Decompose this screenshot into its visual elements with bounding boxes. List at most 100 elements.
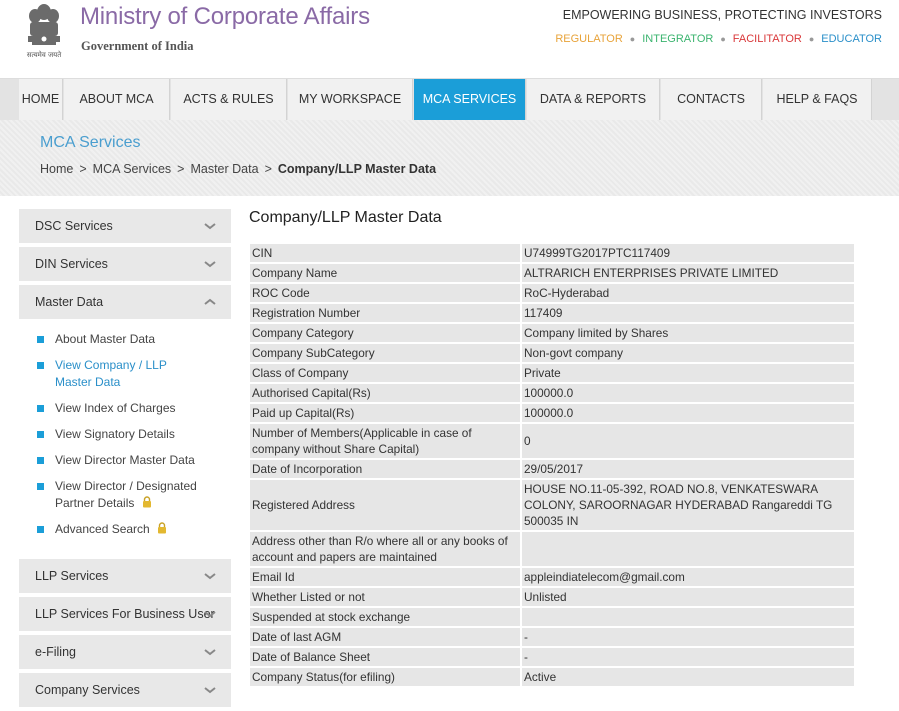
national-emblem-logo[interactable]: सत्यमेव जयते bbox=[22, 2, 66, 62]
breadcrumb-mca-services[interactable]: MCA Services bbox=[92, 162, 172, 176]
sidebar-item-dsc-services[interactable]: DSC Services bbox=[19, 209, 231, 243]
sidebar-item-llp-services-business[interactable]: LLP Services For Business User bbox=[19, 597, 231, 631]
field-value: ALTRARICH ENTERPRISES PRIVATE LIMITED bbox=[522, 264, 854, 282]
field-value: RoC-Hyderabad bbox=[522, 284, 854, 302]
site-header: सत्यमेव जयते Ministry of Corporate Affai… bbox=[0, 0, 899, 78]
field-label: Number of Members(Applicable in case of … bbox=[250, 424, 522, 458]
nav-acts-rules[interactable]: ACTS & RULES bbox=[171, 79, 287, 120]
field-label: ROC Code bbox=[250, 284, 522, 302]
table-row: ROC Code RoC-Hyderabad bbox=[250, 284, 854, 302]
field-label: Address other than R/o where all or any … bbox=[250, 532, 522, 566]
table-row: Address other than R/o where all or any … bbox=[250, 532, 854, 566]
field-label: Company Status(for efiling) bbox=[250, 668, 522, 686]
sidebar-item-label: LLP Services bbox=[35, 569, 109, 583]
field-label: Whether Listed or not bbox=[250, 588, 522, 606]
role-tags: REGULATOR ● INTEGRATOR ● FACILITATOR ● E… bbox=[555, 33, 882, 45]
submenu-item-view-director-master-data[interactable]: View Director Master Data bbox=[37, 452, 231, 469]
table-row: Company Category Company limited by Share… bbox=[250, 324, 854, 342]
role-integrator: INTEGRATOR bbox=[642, 33, 714, 45]
field-label: CIN bbox=[250, 244, 522, 262]
field-value: Company limited by Shares bbox=[522, 324, 854, 342]
sidebar-item-label: e-Filing bbox=[35, 645, 76, 659]
nav-help-faqs[interactable]: HELP & FAQS bbox=[763, 79, 872, 120]
table-row: Date of Balance Sheet - bbox=[250, 648, 854, 666]
chevron-down-icon bbox=[204, 261, 216, 268]
submenu-item-label: View Director Master Data bbox=[55, 453, 195, 467]
field-value: U74999TG2017PTC117409 bbox=[522, 244, 854, 262]
sidebar-item-label: LLP Services For Business User bbox=[35, 607, 215, 621]
field-value: Active bbox=[522, 668, 854, 686]
nav-my-workspace[interactable]: MY WORKSPACE bbox=[288, 79, 413, 120]
submenu-item-advanced-search[interactable]: Advanced Search bbox=[37, 521, 231, 538]
breadcrumb-separator: > bbox=[79, 162, 87, 176]
field-value: appleindiatelecom@gmail.com bbox=[522, 568, 854, 586]
breadcrumb-home[interactable]: Home bbox=[40, 162, 74, 176]
sidebar-item-din-services[interactable]: DIN Services bbox=[19, 247, 231, 281]
page-banner: MCA Services Home > MCA Services > Maste… bbox=[0, 120, 899, 196]
submenu-item-label: Advanced Search bbox=[55, 522, 150, 536]
submenu-item-view-company-master-data[interactable]: View Company / LLP Master Data bbox=[37, 357, 231, 391]
tagline: EMPOWERING BUSINESS, PROTECTING INVESTOR… bbox=[562, 8, 882, 22]
nav-about-mca[interactable]: ABOUT MCA bbox=[64, 79, 170, 120]
breadcrumb: Home > MCA Services > Master Data > Comp… bbox=[40, 162, 436, 176]
field-value: - bbox=[522, 648, 854, 666]
table-row: CIN U74999TG2017PTC117409 bbox=[250, 244, 854, 262]
table-row: Suspended at stock exchange bbox=[250, 608, 854, 626]
bullet-separator: ● bbox=[720, 34, 726, 44]
sidebar-item-e-filing[interactable]: e-Filing bbox=[19, 635, 231, 669]
table-row: Date of last AGM - bbox=[250, 628, 854, 646]
field-value: HOUSE NO.11-05-392, ROAD NO.8, VENKATESW… bbox=[522, 480, 854, 530]
field-value: Unlisted bbox=[522, 588, 854, 606]
field-value: Private bbox=[522, 364, 854, 382]
table-row: Company SubCategory Non-govt company bbox=[250, 344, 854, 362]
breadcrumb-master-data[interactable]: Master Data bbox=[190, 162, 259, 176]
field-label: Registered Address bbox=[250, 480, 522, 530]
submenu-item-view-signatory-details[interactable]: View Signatory Details bbox=[37, 426, 231, 443]
field-label: Company Category bbox=[250, 324, 522, 342]
nav-contacts[interactable]: CONTACTS bbox=[661, 79, 762, 120]
field-value: Non-govt company bbox=[522, 344, 854, 362]
table-row: Date of Incorporation 29/05/2017 bbox=[250, 460, 854, 478]
bullet-separator: ● bbox=[808, 34, 815, 44]
submenu-item-view-director-partner-details[interactable]: View Director / Designated Partner Detai… bbox=[37, 478, 231, 512]
lock-icon bbox=[158, 522, 167, 534]
chevron-down-icon bbox=[204, 611, 216, 618]
site-subtitle: Government of India bbox=[81, 39, 194, 53]
sidebar-item-label: DSC Services bbox=[35, 219, 113, 233]
bullet-separator: ● bbox=[629, 34, 636, 44]
chevron-down-icon bbox=[204, 687, 216, 694]
role-educator: EDUCATOR bbox=[821, 33, 882, 45]
table-row: Class of Company Private bbox=[250, 364, 854, 382]
field-value: - bbox=[522, 628, 854, 646]
field-value: 0 bbox=[522, 424, 854, 458]
sidebar-item-master-data[interactable]: Master Data bbox=[19, 285, 231, 319]
sidebar-item-llp-services[interactable]: LLP Services bbox=[19, 559, 231, 593]
table-row: Registration Number 117409 bbox=[250, 304, 854, 322]
field-value bbox=[522, 532, 854, 566]
breadcrumb-current: Company/LLP Master Data bbox=[277, 162, 437, 176]
sidebar-item-label: DIN Services bbox=[35, 257, 108, 271]
nav-mca-services[interactable]: MCA SERVICES bbox=[414, 79, 526, 120]
field-value: 117409 bbox=[522, 304, 854, 322]
field-value: 100000.0 bbox=[522, 384, 854, 402]
bullet-square-icon bbox=[37, 526, 44, 533]
main-nav: HOME ABOUT MCA ACTS & RULES MY WORKSPACE… bbox=[0, 78, 899, 120]
submenu-item-about-master-data[interactable]: About Master Data bbox=[37, 331, 231, 348]
sidebar-item-company-services[interactable]: Company Services bbox=[19, 673, 231, 707]
breadcrumb-separator: > bbox=[177, 162, 185, 176]
submenu-item-label: View Company / LLP Master Data bbox=[55, 358, 167, 389]
chevron-down-icon bbox=[204, 223, 216, 230]
chevron-down-icon bbox=[204, 649, 216, 656]
nav-home[interactable]: HOME bbox=[19, 79, 63, 120]
lock-icon bbox=[142, 496, 151, 508]
nav-data-reports[interactable]: DATA & REPORTS bbox=[527, 79, 660, 120]
role-regulator: REGULATOR bbox=[555, 33, 623, 45]
site-title[interactable]: Ministry of Corporate Affairs bbox=[80, 3, 370, 30]
submenu-item-label: View Signatory Details bbox=[55, 427, 175, 441]
bullet-square-icon bbox=[37, 483, 44, 490]
submenu-item-view-index-of-charges[interactable]: View Index of Charges bbox=[37, 400, 231, 417]
bullet-square-icon bbox=[37, 457, 44, 464]
field-value bbox=[522, 608, 854, 626]
page-title: Company/LLP Master Data bbox=[249, 209, 442, 226]
sidebar-item-label: Master Data bbox=[35, 295, 104, 309]
